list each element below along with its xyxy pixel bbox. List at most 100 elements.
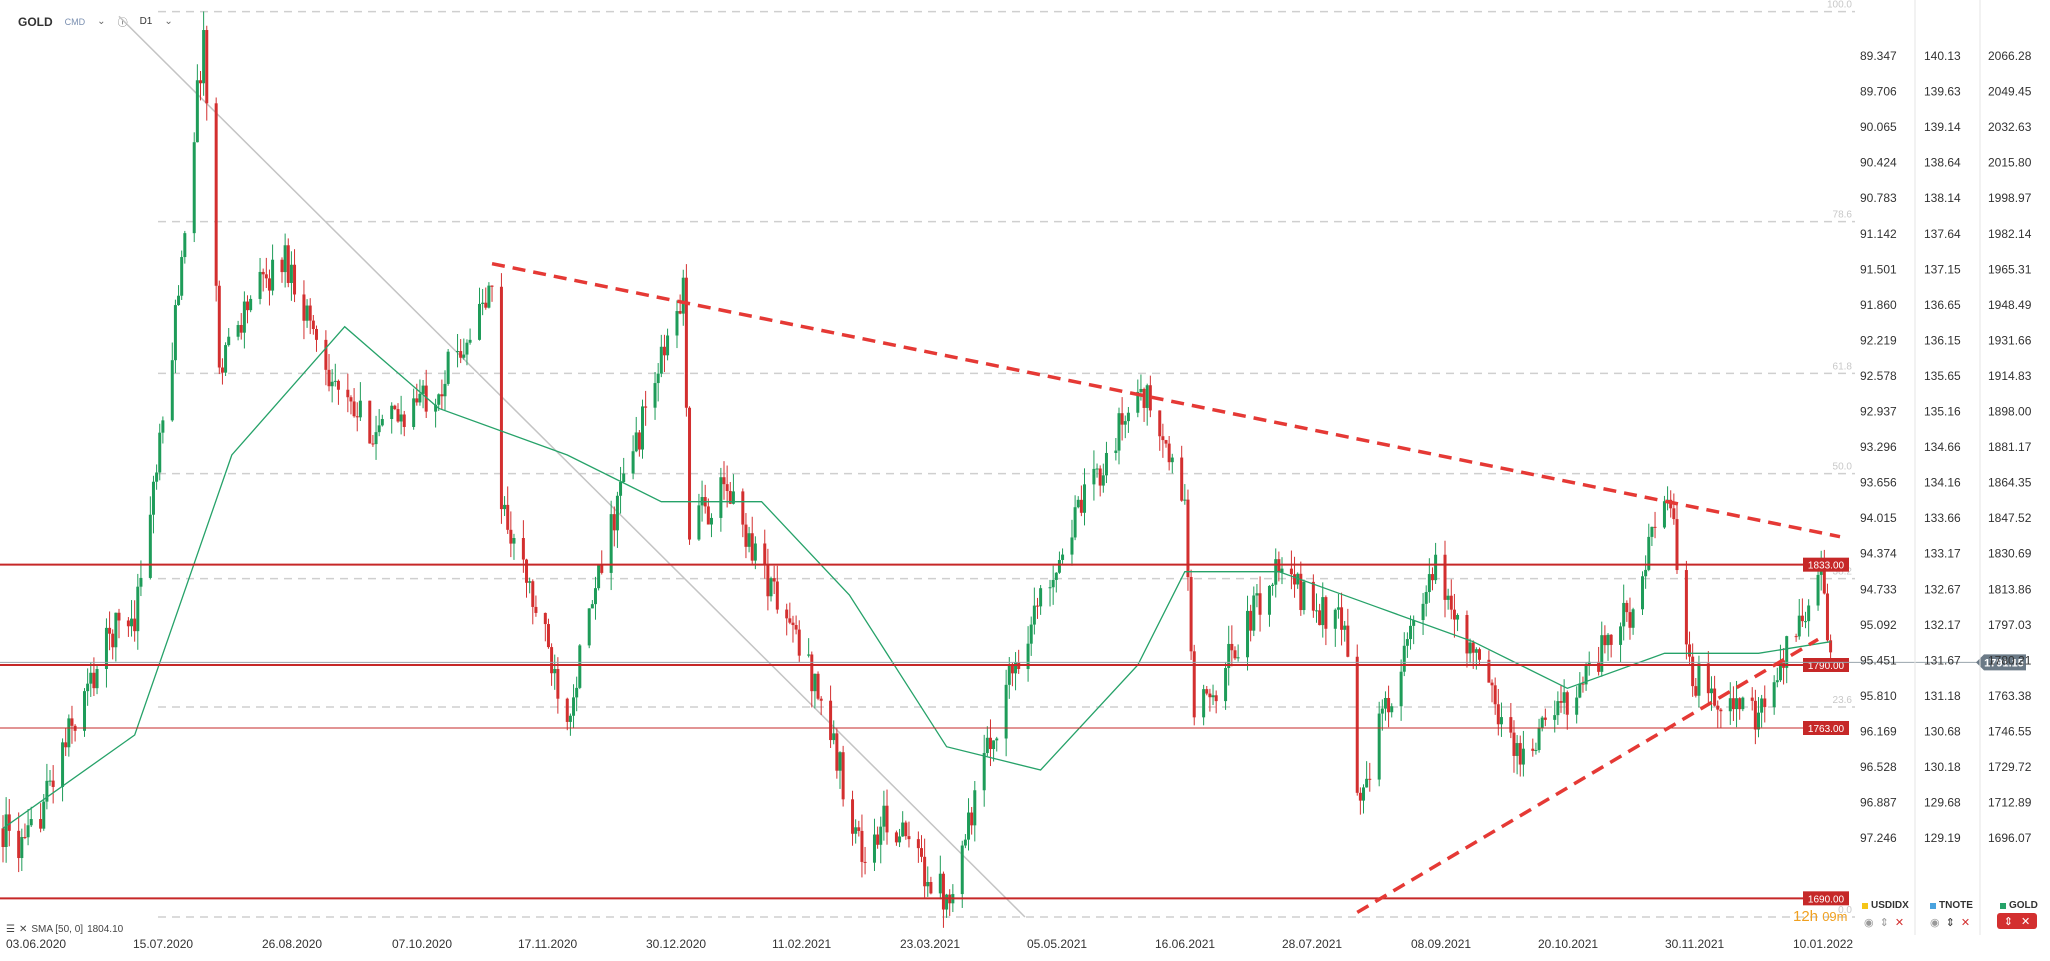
candle-body [929,882,933,894]
candle-body [1537,728,1541,751]
candle-body [108,627,112,634]
candle-body [590,604,594,609]
candle-body [985,737,989,754]
timer-minutes: 09m [1822,909,1848,924]
candle-body [477,303,481,340]
gold-color-swatch [2000,902,2006,909]
candle-body [775,581,779,610]
tnote-close-icon[interactable]: ✕ [1960,917,1971,929]
tnote-sort-icon[interactable]: ⇕ [1945,917,1955,929]
candle-body [29,819,33,826]
usdidx-visibility-icon[interactable]: ◉ [1864,917,1874,929]
candle-body [1515,743,1519,756]
candle-body [797,629,801,656]
candle-body [1691,656,1695,687]
candle-body [1054,572,1058,580]
info-icon[interactable]: ⓘ [117,18,128,29]
candle-body [1719,709,1723,712]
level-label-text: 1763.00 [1808,724,1845,735]
red-dashed-trendline [491,261,1841,539]
candle-body [1471,642,1475,653]
compare-legend-gold[interactable]: GOLD [2000,900,2038,911]
tnote-tick-label: 132.17 [1924,618,1961,632]
candle-body [838,752,842,771]
candle-body [1434,554,1438,581]
candle-body [1409,625,1413,640]
candle-body [741,491,745,525]
candle-body [1468,642,1472,654]
timeframe-selector[interactable]: D1 [139,16,153,27]
candle-body [973,790,977,826]
fib-label: 0.0 [1838,905,1852,916]
candle-body [904,822,908,837]
tnote-visibility-icon[interactable]: ◉ [1930,917,1940,929]
candle-body [183,233,187,258]
candle-body [1735,698,1739,710]
candle-body [587,608,591,646]
candle-body [1139,388,1143,392]
candle-body [882,805,886,827]
candle-body [556,668,560,699]
usdidx-sort-icon[interactable]: ⇕ [1879,917,1889,929]
candle-body [1421,603,1425,621]
candle-body [220,367,224,373]
gold-sort-icon[interactable]: ⇕ [2003,915,2013,928]
tnote-tick-label: 137.64 [1924,227,1961,241]
usdidx-tick-label: 90.424 [1860,156,1897,170]
usdidx-close-icon[interactable]: ✕ [1894,917,1905,929]
indicator-value: 1804.10 [87,924,124,935]
candle-body [681,277,685,314]
candle-body [1267,585,1271,615]
candle-body [1512,732,1516,756]
chevron-down-icon[interactable]: ⌄ [97,16,106,27]
candle-body [424,385,428,412]
candle-body [622,473,626,482]
candle-body [854,827,858,834]
candle-body [214,103,218,286]
usdidx-tick-label: 90.783 [1860,191,1897,205]
candle-body [1509,717,1513,733]
level-label-box [1803,658,1849,672]
candle-body [1010,664,1014,674]
timeframe-chevron-icon[interactable]: ⌄ [164,16,173,27]
gold-tick-label: 1864.35 [1988,476,2032,490]
indicator-settings-icon[interactable]: ☰ [6,924,15,935]
indicator-close-icon[interactable]: ✕ [18,924,28,935]
candle-body [1340,607,1344,630]
candle-body [1126,412,1130,422]
candle-body [139,577,143,587]
candle-body [901,822,905,837]
candle-body [1584,665,1588,685]
candle-body [440,394,444,397]
candle-body [829,700,833,741]
candle-body [1477,649,1481,660]
candle-body [521,538,525,560]
gold-close-icon[interactable]: ✕ [2021,915,2031,928]
candle-body [67,718,71,748]
candle-timer: 12h 09m [1793,908,1848,925]
candle-body [437,394,441,405]
candle-body [819,698,823,701]
usdidx-tick-label: 89.706 [1860,85,1897,99]
candle-body [1299,573,1303,611]
candle-body [1148,385,1152,411]
gold-tick-label: 1746.55 [1988,724,2032,738]
gold-tick-label: 1931.66 [1988,333,2032,347]
candle-body [1785,636,1789,668]
usdidx-tick-label: 95.451 [1860,653,1897,667]
candle-body [619,481,623,496]
candle-body [688,407,692,540]
candle-body [374,432,378,445]
usdidx-tick-label: 95.810 [1860,689,1897,703]
candle-body [894,832,898,843]
candle-body [1383,697,1387,709]
compare-legend-tnote[interactable]: TNOTE [1930,900,1973,911]
candle-body [1377,713,1381,780]
candle-body [967,812,971,840]
x-tick-label: 08.09.2021 [1411,937,1471,951]
compare-legend-usdidx[interactable]: USDIDX [1862,900,1909,911]
instrument-symbol[interactable]: GOLD [18,14,53,29]
candle-body [615,495,619,531]
candle-body [988,737,992,750]
